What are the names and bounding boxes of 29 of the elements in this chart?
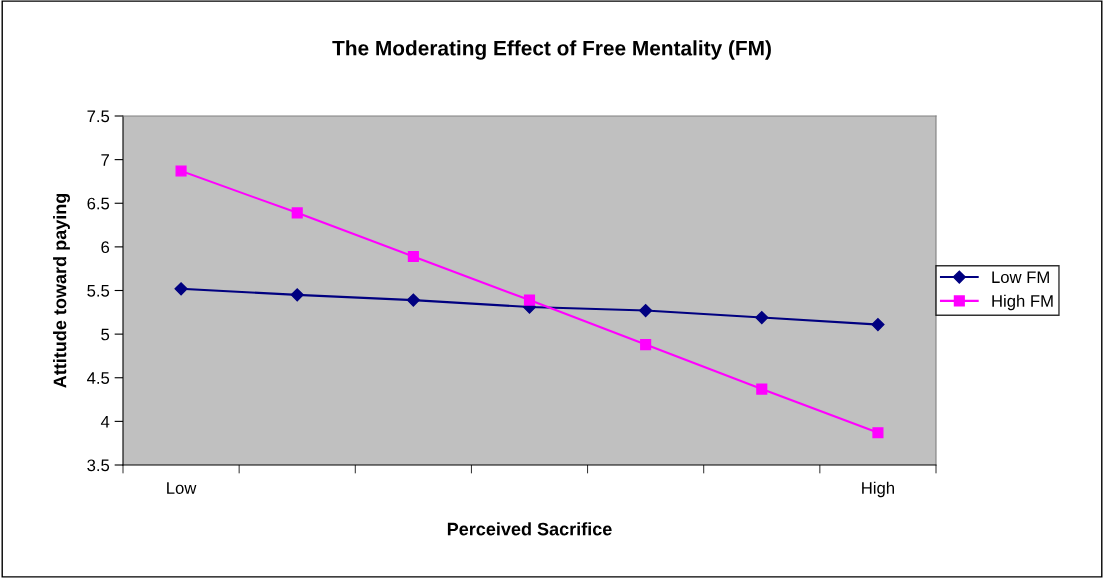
y-axis-title: Attitude toward paying bbox=[53, 193, 70, 388]
y-tick-label: 5.5 bbox=[87, 285, 110, 297]
point bbox=[406, 293, 420, 307]
point bbox=[291, 207, 303, 219]
y-tick-label: 7 bbox=[101, 154, 109, 166]
point bbox=[640, 339, 652, 351]
x-axis-title: Perceived Sacrifice bbox=[447, 522, 612, 536]
point bbox=[755, 310, 769, 325]
y-tick-label: 4 bbox=[100, 415, 110, 428]
legend-label: High FM bbox=[992, 294, 1053, 311]
point bbox=[871, 317, 885, 332]
y-tick-label: 3.5 bbox=[87, 459, 110, 472]
x-tick-label: High bbox=[862, 481, 894, 498]
y-tick-label: 6 bbox=[101, 241, 110, 254]
x-tick-label: Low bbox=[167, 482, 197, 494]
point bbox=[756, 383, 768, 395]
chart-title: The Moderating Effect of Free Mentality (FM) bbox=[332, 40, 771, 60]
y-tick-label: 6.5 bbox=[87, 197, 110, 210]
point bbox=[175, 165, 187, 177]
point bbox=[523, 294, 536, 306]
point bbox=[290, 288, 304, 302]
point bbox=[407, 250, 419, 263]
legend-label: Low FM bbox=[992, 271, 1049, 284]
y-tick-label: 4.5 bbox=[87, 372, 110, 384]
point bbox=[639, 303, 653, 318]
y-tick-label: 5 bbox=[101, 328, 110, 341]
point bbox=[174, 282, 188, 296]
y-tick-label: 7.5 bbox=[87, 110, 110, 123]
point bbox=[872, 427, 884, 439]
